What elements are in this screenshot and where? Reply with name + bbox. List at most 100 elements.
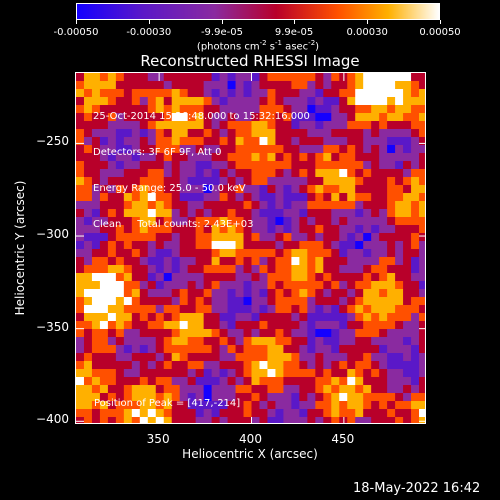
heatmap-cell <box>76 289 85 298</box>
heatmap-cell <box>76 361 85 370</box>
heatmap-cell <box>147 377 157 386</box>
heatmap-cell <box>339 353 348 362</box>
heatmap-cell <box>83 233 93 242</box>
annotation-time-range: 25-Oct-2014 15:26:48.000 to 15:32:16.000 <box>93 111 310 122</box>
heatmap-cell <box>99 113 109 122</box>
heatmap-cell <box>403 361 412 370</box>
heatmap-cell <box>91 321 101 330</box>
heatmap-cell <box>243 337 252 346</box>
heatmap-cell <box>227 345 237 354</box>
heatmap-cell <box>387 313 396 322</box>
heatmap-cell <box>331 305 340 314</box>
heatmap-cell <box>267 345 276 354</box>
heatmap-cell <box>163 137 173 146</box>
heatmap-cell <box>99 273 109 282</box>
heatmap-cell <box>283 377 292 386</box>
heatmap-cell <box>219 377 229 386</box>
heatmap-cell <box>155 185 165 194</box>
heatmap-cell <box>187 273 197 282</box>
heatmap-cell <box>387 153 396 162</box>
heatmap-cell <box>419 241 425 250</box>
heatmap-cell <box>395 369 404 378</box>
heatmap-cell <box>107 225 117 234</box>
heatmap-cell <box>339 217 348 226</box>
heatmap-cell <box>179 409 189 418</box>
heatmap-cell <box>291 417 300 423</box>
heatmap-cell <box>275 313 284 322</box>
heatmap-cell <box>291 161 300 170</box>
heatmap-cell <box>331 289 340 298</box>
heatmap-cell <box>259 153 268 162</box>
heatmap-cell <box>387 265 396 274</box>
heatmap-cell <box>243 249 252 258</box>
heatmap-cell <box>339 361 348 370</box>
heatmap-cell <box>227 185 237 194</box>
heatmap-cell <box>331 161 340 170</box>
heatmap-cell <box>131 345 141 354</box>
heatmap-cell <box>235 193 245 202</box>
heatmap-cell <box>179 145 189 154</box>
heatmap-cell <box>227 201 237 210</box>
heatmap-cell <box>291 73 300 82</box>
heatmap-cell <box>395 209 404 218</box>
heatmap-cell <box>155 113 165 122</box>
heatmap-cell <box>379 281 388 290</box>
heatmap-cell <box>403 129 412 138</box>
heatmap-cell <box>163 225 173 234</box>
heatmap-cell <box>76 417 85 423</box>
heatmap-cell <box>331 385 340 394</box>
heatmap-cell <box>299 145 308 154</box>
heatmap-cell <box>123 145 133 154</box>
heatmap-cell <box>307 353 316 362</box>
heatmap-cell <box>211 241 221 250</box>
heatmap-cell <box>195 329 205 338</box>
heatmap-cell <box>347 249 356 258</box>
heatmap-cell <box>339 257 348 266</box>
heatmap-cell <box>419 153 425 162</box>
heatmap-cell <box>219 241 229 250</box>
heatmap-cell <box>411 105 420 114</box>
heatmap-cell <box>227 89 237 98</box>
heatmap-cell <box>403 201 412 210</box>
heatmap-cell <box>235 337 245 346</box>
heatmap-cell <box>395 281 404 290</box>
heatmap-cell <box>339 313 348 322</box>
heatmap-cell <box>139 281 149 290</box>
heatmap-cell <box>131 185 141 194</box>
heatmap-cell <box>203 353 213 362</box>
heatmap-cell <box>363 361 372 370</box>
heatmap-cell <box>411 161 420 170</box>
heatmap-cell <box>91 377 101 386</box>
heatmap-cell <box>76 273 85 282</box>
heatmap-cell <box>131 305 141 314</box>
heatmap-cell <box>195 121 205 130</box>
heatmap-cell <box>115 209 125 218</box>
heatmap-cell <box>227 153 237 162</box>
heatmap-cell <box>411 273 420 282</box>
heatmap-cell <box>179 361 189 370</box>
heatmap-cell <box>275 89 284 98</box>
heatmap-cell <box>99 337 109 346</box>
heatmap-cell <box>275 121 284 130</box>
heatmap-cell <box>315 145 324 154</box>
heatmap-cell <box>419 417 425 423</box>
heatmap-cell <box>139 297 149 306</box>
heatmap-cell <box>163 313 173 322</box>
heatmap-cell <box>307 225 316 234</box>
heatmap-cell <box>339 377 348 386</box>
heatmap-cell <box>355 297 364 306</box>
heatmap-cell <box>251 89 260 98</box>
heatmap-cell <box>403 265 412 274</box>
heatmap-cell <box>331 329 340 338</box>
heatmap-cell <box>307 97 316 106</box>
heatmap-cell <box>267 169 276 178</box>
heatmap-cell <box>299 209 308 218</box>
heatmap-cell <box>299 161 308 170</box>
heatmap-cell <box>379 209 388 218</box>
heatmap-cell <box>235 289 245 298</box>
heatmap-cell <box>283 257 292 266</box>
heatmap-cell <box>107 281 117 290</box>
heatmap-cell <box>91 153 101 162</box>
heatmap-cell <box>395 257 404 266</box>
heatmap-cell <box>91 329 101 338</box>
